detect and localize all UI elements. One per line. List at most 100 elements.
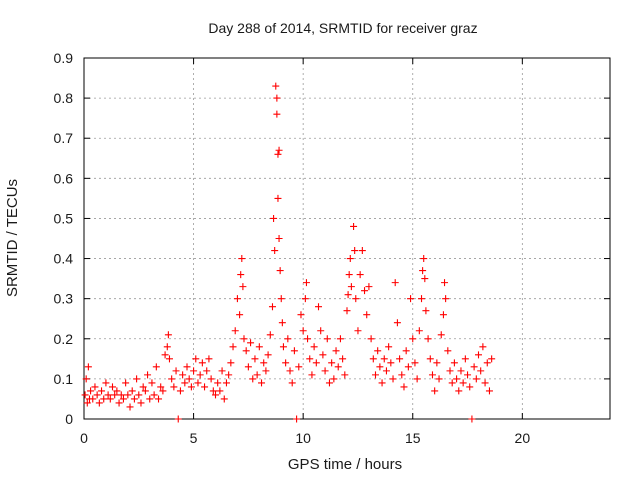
data-point (441, 279, 449, 287)
data-point (165, 355, 173, 363)
data-point (260, 359, 268, 367)
data-point (419, 267, 427, 275)
data-point (470, 363, 478, 371)
data-point (264, 351, 272, 359)
data-point (312, 359, 320, 367)
data-point (139, 383, 147, 391)
data-point (258, 379, 266, 387)
data-point (152, 363, 160, 371)
data-point (268, 303, 276, 311)
data-point (321, 367, 329, 375)
data-point (247, 339, 255, 347)
data-point (475, 351, 482, 359)
data-point (378, 379, 386, 387)
data-point (255, 343, 263, 351)
data-point (198, 359, 206, 367)
data-point (282, 359, 290, 367)
data-point (488, 355, 496, 363)
y-tick-label: 0.3 (54, 291, 74, 307)
data-point (431, 387, 439, 395)
data-point (237, 271, 245, 279)
data-point (302, 279, 310, 287)
data-point (468, 415, 476, 423)
data-point (207, 375, 215, 383)
y-tick-label: 0.8 (54, 90, 74, 106)
plot-frame (83, 57, 611, 420)
data-point (141, 387, 149, 395)
data-point (391, 279, 399, 287)
data-point (179, 371, 187, 379)
data-point (273, 94, 281, 102)
data-point (387, 359, 395, 367)
data-point (253, 371, 261, 379)
data-point (272, 82, 280, 90)
data-point (275, 235, 283, 242)
data-point (163, 343, 171, 351)
data-point (385, 343, 393, 351)
data-point (220, 395, 228, 403)
data-point (242, 347, 250, 355)
data-point (347, 283, 355, 291)
data-point (345, 271, 353, 279)
data-point (433, 359, 441, 367)
data-point (409, 335, 417, 343)
data-point (363, 311, 371, 319)
data-point (325, 379, 333, 387)
data-point (183, 363, 191, 371)
data-point (181, 379, 189, 387)
data-point (196, 371, 204, 379)
data-point (346, 255, 354, 263)
data-point (437, 331, 445, 339)
data-point (444, 347, 452, 355)
data-point (233, 295, 241, 303)
data-point (328, 359, 336, 367)
data-point (236, 311, 244, 319)
y-tick-label: 0 (65, 411, 73, 427)
data-point (87, 387, 95, 395)
data-point (420, 255, 428, 263)
data-point (83, 399, 91, 407)
data-point (262, 367, 270, 375)
data-point (365, 283, 373, 291)
data-point (190, 367, 198, 375)
data-point (168, 375, 176, 383)
data-point (277, 295, 285, 303)
data-point (133, 375, 141, 383)
data-point (273, 110, 281, 118)
data-point (455, 387, 463, 395)
data-point (266, 331, 274, 339)
data-point (398, 371, 406, 379)
data-point (485, 387, 493, 395)
data-point (209, 387, 217, 395)
data-point (424, 335, 432, 343)
data-point (459, 379, 467, 387)
data-point (354, 327, 362, 335)
data-point (244, 363, 252, 371)
data-point (130, 395, 138, 403)
data-point (82, 375, 90, 383)
data-point (117, 391, 125, 399)
data-point (304, 335, 312, 343)
data-point (450, 359, 458, 367)
x-tick-label: 5 (190, 430, 198, 446)
data-point (185, 375, 193, 383)
data-point (239, 283, 247, 291)
data-point (231, 327, 239, 335)
y-tick-label: 0.2 (54, 331, 74, 347)
data-point (404, 363, 412, 371)
data-point (240, 335, 248, 343)
data-point (334, 363, 342, 371)
data-point (218, 367, 226, 375)
data-point (187, 383, 195, 391)
y-axis-tick-labels: 0 0.1 0.2 0.3 0.4 0.5 0.6 0.7 0.8 0.9 (54, 50, 74, 427)
data-point (174, 415, 182, 423)
data-point (137, 399, 145, 407)
data-point (293, 415, 301, 423)
data-point (352, 295, 360, 303)
data-point (93, 391, 101, 399)
data-point (95, 399, 103, 407)
data-point (310, 343, 318, 351)
data-point (421, 275, 429, 283)
data-point (380, 355, 388, 363)
